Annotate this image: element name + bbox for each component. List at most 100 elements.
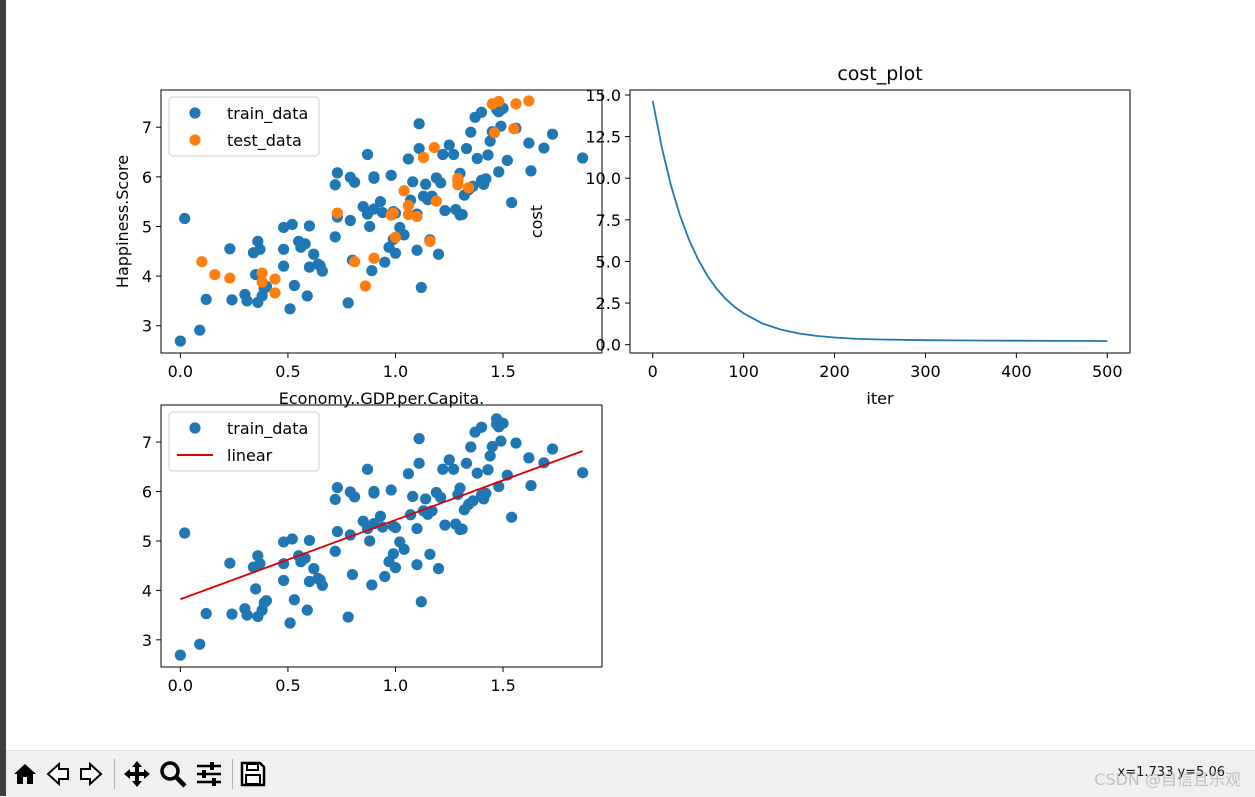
data-point-test_data [398,185,410,197]
x-tick-label: 1.5 [490,362,515,381]
data-point-train_data [413,433,425,445]
data-point-train_data [389,562,402,574]
data-point-train_data [454,482,466,494]
data-point-train_data [465,126,477,138]
subplot-scatter-train-test: 0.0 0.5 1.0 1.5 3 4 5 6 7 Economy..GDP.per.Capita… [113,89,603,408]
data-point-train_data [364,220,376,233]
data-point-train_data [385,484,397,496]
data-point-train_data [415,281,427,294]
data-point-test_data [196,256,208,268]
data-point-test_data [269,287,281,299]
data-point-train_data [366,579,378,591]
data-point-train_data [475,421,488,433]
back-button[interactable] [43,759,73,789]
y-tick-label: 5.0 [596,252,621,271]
data-point-train_data [424,548,436,560]
toolbar-separator [114,759,115,789]
data-point-train_data [411,559,423,571]
data-point-test_data [452,172,464,184]
data-point-train_data [346,568,359,581]
data-point-train_data [546,128,559,140]
data-point-test_data [368,252,380,264]
data-point-train_data [308,248,320,260]
data-point-train_data [484,450,496,462]
zoom-button[interactable] [158,759,188,789]
axes-frame [160,89,603,354]
y-tick-label: 3 [142,631,152,650]
x-axis-label: Economy..GDP.per.Capita. [279,389,484,408]
data-point-train_data [435,491,447,504]
data-point-train_data [241,295,253,307]
data-point-train_data [301,604,313,616]
data-point-train_data [241,609,253,621]
configure-subplots-icon [197,762,221,786]
y-tick-label: 7 [142,433,152,452]
save-button[interactable] [238,759,268,789]
data-point-train_data [389,247,402,259]
save-icon [240,761,266,787]
data-point-test_data [209,268,221,281]
legend-frame [168,96,320,157]
data-point-test_data [488,127,501,139]
data-point-train_data [482,149,494,161]
data-point-test_data [331,207,343,219]
data-point-train_data [374,196,387,208]
forward-button[interactable] [76,759,106,789]
data-point-train_data [284,303,296,315]
data-point-train_data [510,437,522,449]
data-point-train_data [402,468,414,480]
data-point-train_data [471,152,483,165]
configure-subplots-button[interactable] [194,759,224,789]
data-point-train_data [376,206,389,219]
data-point-train_data [415,596,427,608]
axes-frame [629,89,1131,354]
data-point-train_data [482,464,494,476]
data-point-train_data [501,154,513,167]
data-point-train_data [308,563,320,575]
x-tick-label: 1.0 [383,362,408,381]
zoom-icon [160,761,187,788]
data-point-train_data [331,525,343,538]
data-point-train_data [506,511,518,523]
data-point-train_data [316,265,328,277]
data-point-train_data [278,574,290,587]
data-point-train_data [420,493,432,505]
data-point-train_data [379,256,391,268]
data-point-train_data [493,166,505,178]
data-point-train_data [331,167,343,179]
data-point-train_data [329,179,341,191]
data-point-train_data [368,171,380,183]
y-axis-label: cost [527,205,546,238]
y-tick-label: 10.0 [585,169,621,188]
data-point-train_data [299,238,311,250]
data-point-train_data [174,649,186,661]
data-point-test_data [269,273,281,285]
series-line-cost [651,100,1108,342]
window-left-edge [0,0,6,796]
x-tick-label: 0.5 [275,362,300,381]
pan-button[interactable] [122,759,152,789]
data-point-train_data [471,467,483,479]
data-point-train_data [437,463,449,475]
data-point-train_data [342,297,354,309]
data-point-train_data [286,533,298,545]
data-point-train_data [439,519,451,531]
data-point-train_data [349,491,361,503]
axes-frame [160,404,603,668]
x-tick-label: 0.0 [168,362,193,381]
legend-label-linear: linear [227,446,273,465]
data-point-train_data [437,148,449,161]
data-point-train_data [484,135,496,147]
data-point-train_data [368,203,380,215]
home-button[interactable] [10,759,40,789]
data-point-train_data [200,293,212,306]
data-point-train_data [288,279,300,292]
data-point-test_data [402,200,414,212]
data-point-train_data [361,463,374,475]
x-tick-label: 100 [728,362,759,381]
x-tick-label: 0.0 [168,676,193,695]
data-point-train_data [495,435,507,447]
data-point-train_data [379,570,391,583]
data-point-train_data [413,457,425,469]
